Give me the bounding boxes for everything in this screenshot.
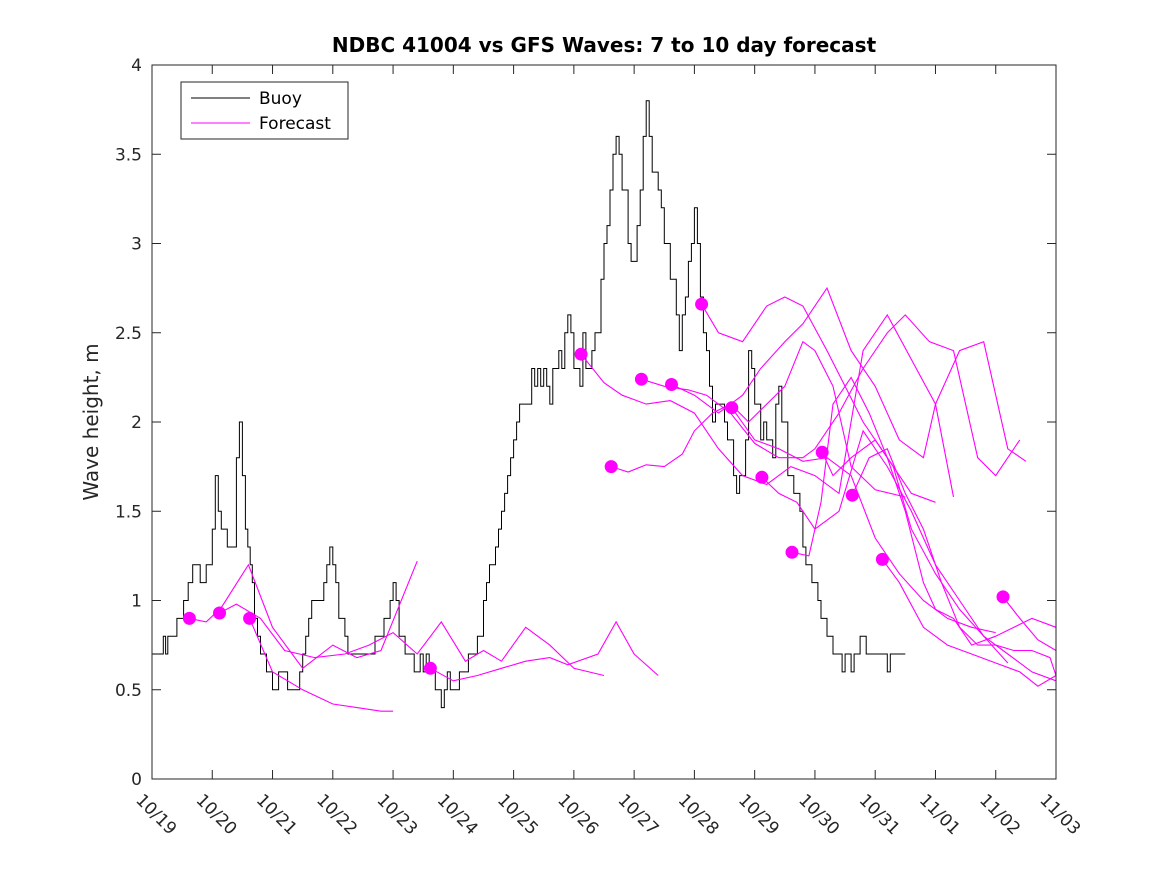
forecast-start-marker — [634, 372, 648, 386]
forecast-start-marker — [695, 297, 709, 311]
forecast-line — [731, 407, 996, 634]
y-tick-label: 1.5 — [115, 502, 142, 522]
y-tick-label: 2 — [131, 413, 142, 433]
forecast-line — [219, 603, 605, 677]
forecast-line — [821, 439, 1057, 682]
y-tick-label: 1 — [131, 592, 142, 612]
y-tick-label: 0.5 — [115, 681, 142, 701]
y-tick-label: 2.5 — [115, 324, 142, 344]
forecast-start-marker — [665, 378, 678, 391]
buoy-series — [152, 100, 906, 709]
y-axis-label: Wave height, m — [79, 343, 103, 500]
forecast-line — [641, 314, 1021, 477]
forecast-start-marker — [996, 590, 1010, 604]
forecast-start-marker — [755, 470, 769, 484]
forecast-line — [671, 286, 1027, 462]
forecast-line — [881, 559, 1057, 687]
forecast-line — [580, 313, 955, 498]
y-tick-label: 3 — [131, 235, 142, 255]
forecast-start-marker — [423, 661, 437, 675]
y-tick-label: 3.5 — [115, 145, 142, 165]
legend-forecast-label: Forecast — [259, 114, 331, 134]
forecast-start-marker — [243, 611, 257, 625]
legend-buoy-label: Buoy — [259, 89, 302, 109]
forecast-line — [1002, 596, 1057, 651]
buoy-line — [152, 100, 906, 709]
forecast-start-marker — [725, 401, 739, 415]
forecast-start-marker — [785, 545, 799, 559]
y-tick-labels: 0 0.5 1 1.5 2 2.5 3 3.5 4 — [115, 56, 142, 790]
forecast-start-marker — [182, 611, 196, 625]
forecast-start-marker — [875, 552, 889, 566]
legend-box — [180, 81, 349, 140]
forecast-start-marker — [213, 606, 226, 620]
forecast-line — [761, 429, 1009, 664]
forecast-start-marker — [815, 445, 829, 459]
y-tick-label: 0 — [131, 770, 142, 790]
forecast-line — [430, 620, 659, 682]
forecast-line — [851, 448, 1057, 676]
y-tick-label: 4 — [131, 56, 142, 76]
forecast-start-marker — [574, 347, 588, 361]
forecast-series — [182, 286, 1057, 712]
chart-title: NDBC 41004 vs GFS Waves: 7 to 10 day for… — [332, 33, 877, 57]
plot-frame — [151, 64, 1057, 780]
forecast-line — [249, 618, 394, 712]
forecast-start-marker — [845, 488, 859, 502]
forecast-start-marker — [604, 460, 618, 474]
legend: Buoy Forecast — [180, 81, 349, 140]
